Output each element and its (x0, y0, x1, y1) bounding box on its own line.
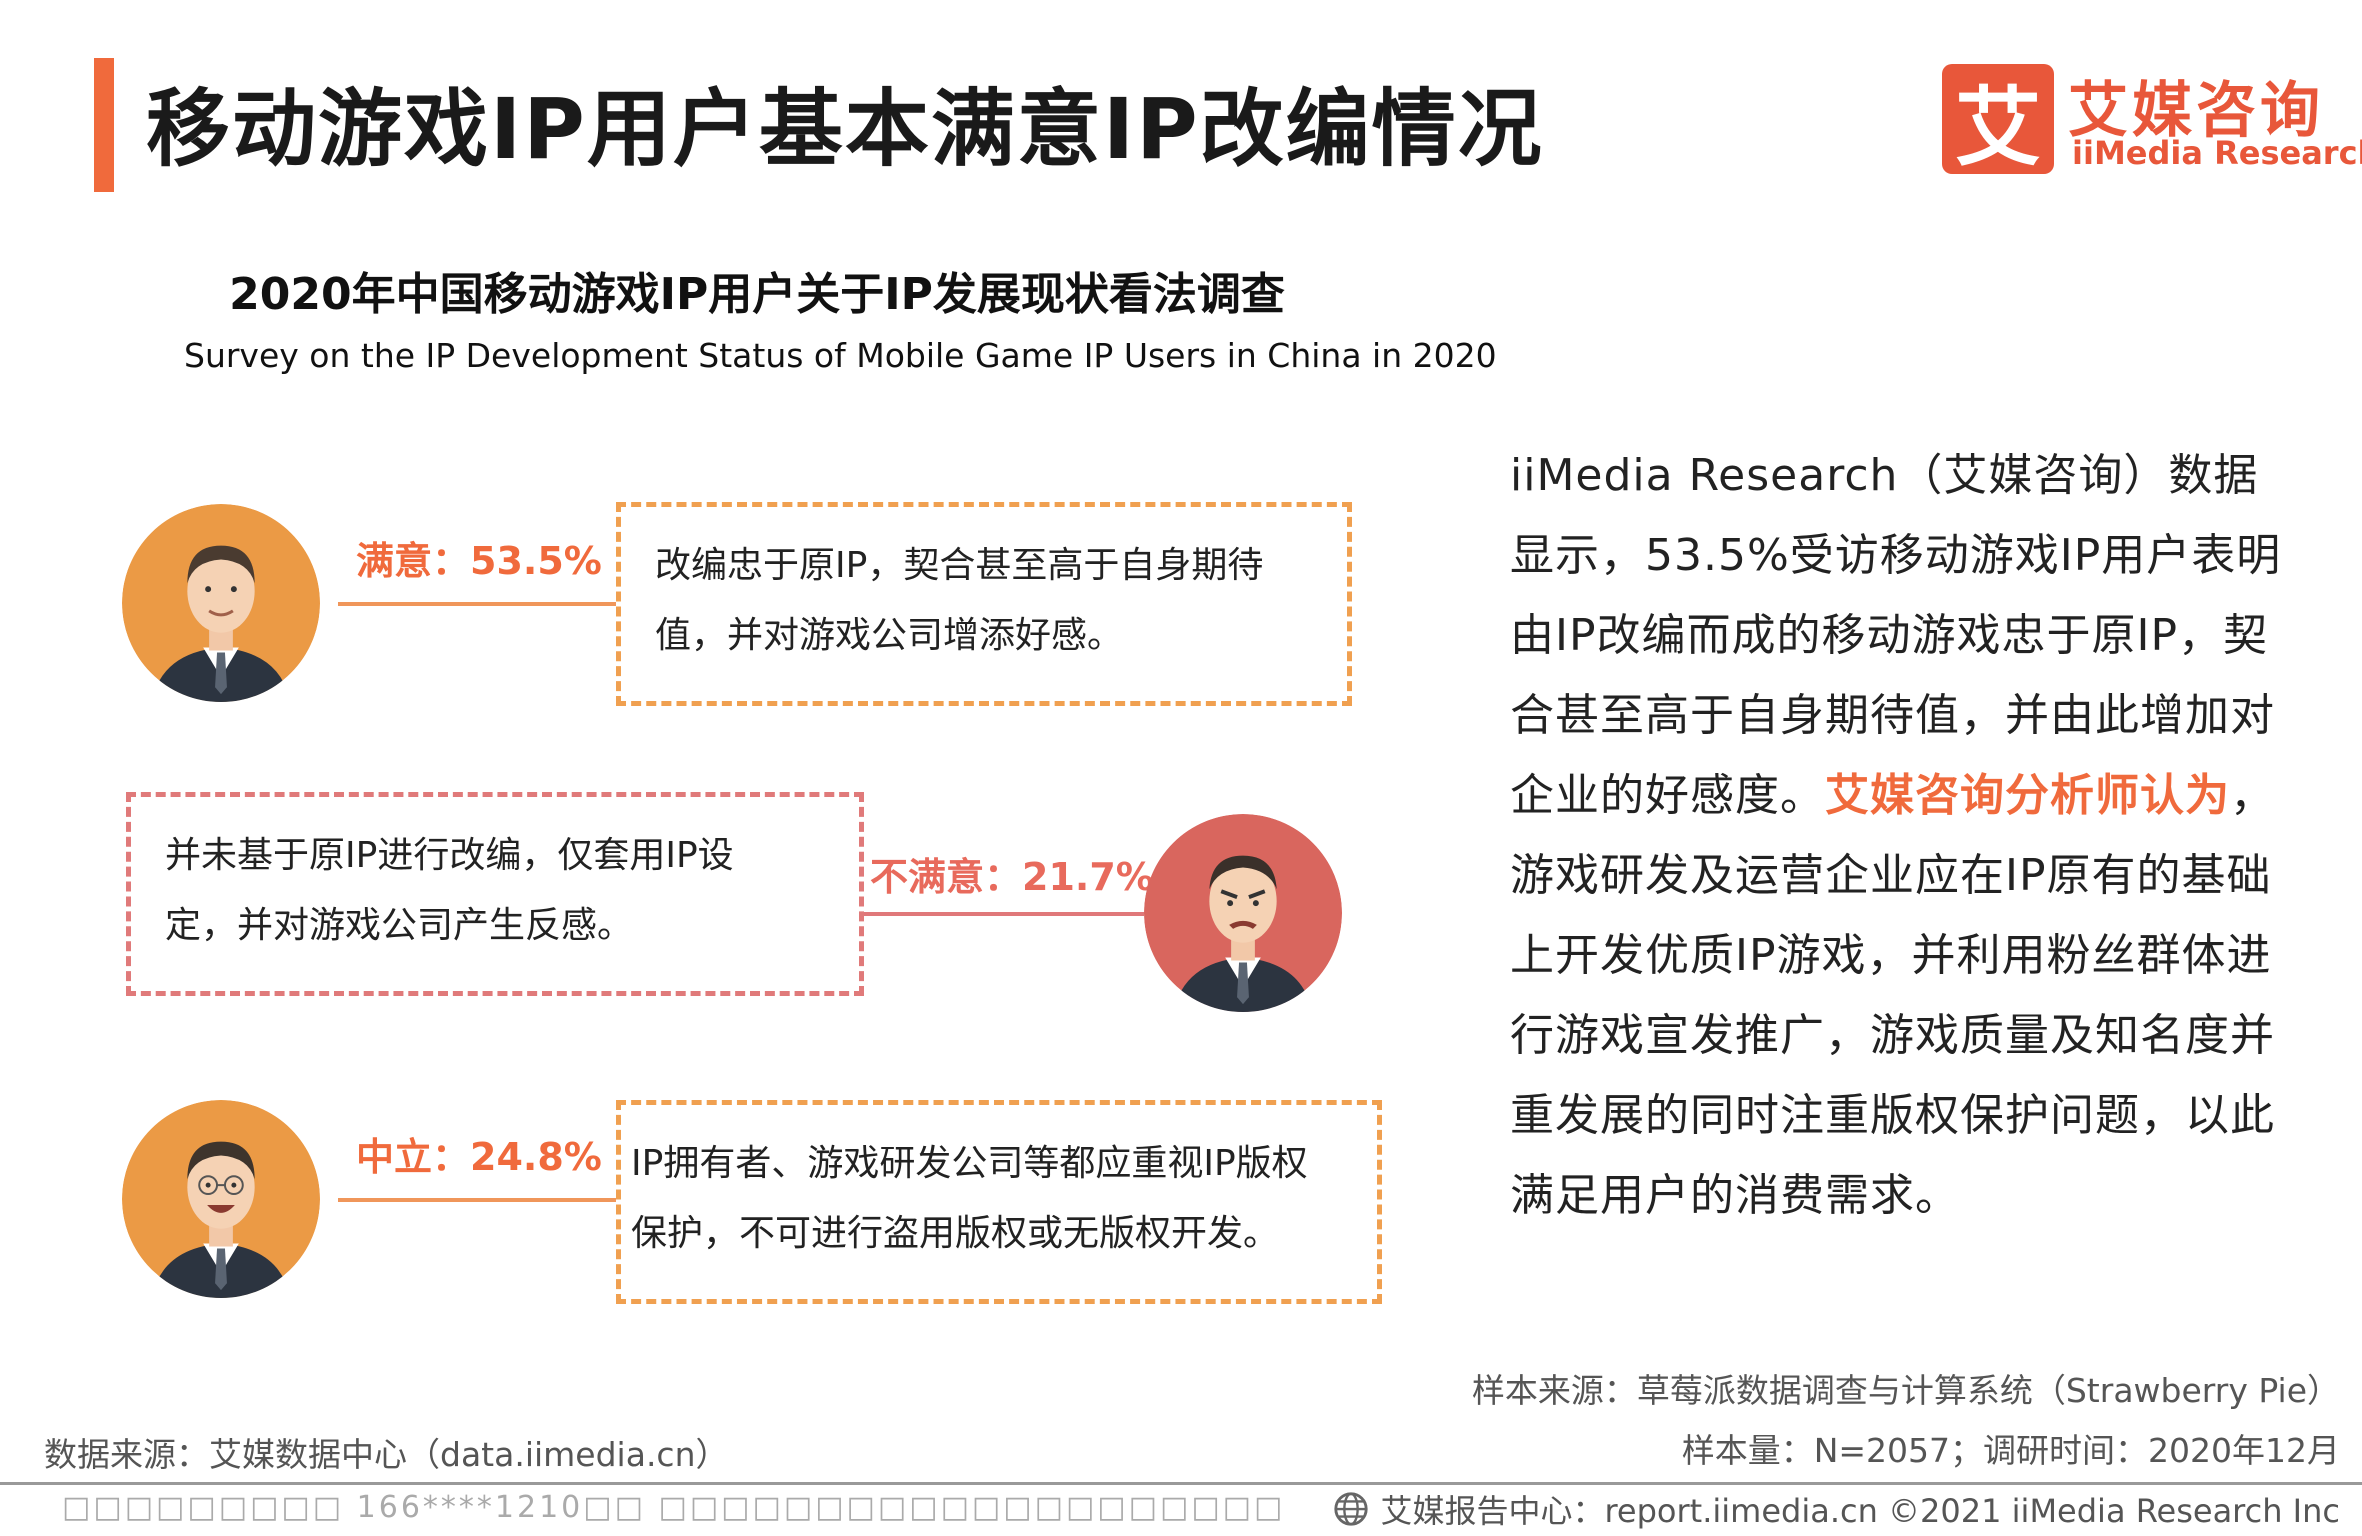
brand-logo: 艾 艾媒咨询 iiMedia Research (1942, 64, 2362, 182)
stat-dissatisfied: 不满意：21.7% (870, 855, 1154, 899)
desc-satisfied-line1: 改编忠于原IP，契合甚至高于自身期待 (655, 545, 1264, 586)
person-satisfied-icon (122, 504, 320, 702)
sample-size: 样本量：N=2057；调研时间：2020年12月 (1681, 1431, 2340, 1470)
sample-source: 样本来源：草莓派数据调查与计算系统（Strawberry Pie） (1471, 1371, 2340, 1410)
person-dissatisfied-icon (1144, 814, 1342, 1012)
desc-dissatisfied-line1: 并未基于原IP进行改编，仅套用IP设 (165, 835, 734, 876)
footer-credit-text: 艾媒报告中心：report.iimedia.cn ©2021 iiMedia R… (1380, 1492, 2340, 1530)
desc-neutral-line1: IP拥有者、游戏研发公司等都应重视IP版权 (631, 1143, 1308, 1184)
desc-dissatisfied-line2: 定，并对游戏公司产生反感。 (165, 905, 634, 946)
avatar-dissatisfied (1144, 814, 1342, 1012)
desc-box-satisfied: 改编忠于原IP，契合甚至高于自身期待 值，并对游戏公司增添好感。 (616, 502, 1352, 706)
chart-subtitle: Survey on the IP Development Status of M… (184, 336, 1497, 375)
person-neutral-icon (122, 1100, 320, 1298)
title-accent-bar (94, 58, 114, 192)
logo-mark: 艾 (1942, 64, 2054, 178)
avatar-neutral (122, 1100, 320, 1298)
desc-neutral-line2: 保护，不可进行盗用版权或无版权开发。 (631, 1213, 1280, 1254)
footer-credit: 艾媒报告中心：report.iimedia.cn ©2021 iiMedia R… (1332, 1486, 2340, 1532)
logo-text-cn: 艾媒咨询 (2068, 76, 2324, 146)
analysis-text-1: iiMedia Research（艾媒咨询）数据显示，53.5%受访移动游戏IP… (1510, 450, 2282, 821)
analysis-paragraph: iiMedia Research（艾媒咨询）数据显示，53.5%受访移动游戏IP… (1510, 436, 2290, 1236)
logo-text-en: iiMedia Research (2072, 134, 2362, 172)
analysis-text-2: ，游戏研发及运营企业应在IP原有的基础上开发优质IP游戏，并利用粉丝群体进行游戏… (1510, 770, 2275, 1221)
connector-line-neutral (338, 1198, 616, 1202)
stat-satisfied: 满意：53.5% (356, 539, 602, 583)
stat-neutral: 中立：24.8% (356, 1135, 602, 1179)
chart-title: 2020年中国移动游戏IP用户关于IP发展现状看法调查 (229, 269, 1285, 320)
connector-line-dissatisfied (864, 912, 1144, 916)
footer-watermark: □□□□□□□□□ 166****1210□□ □□□□□□□□□□□□□□□□… (62, 1490, 1286, 1525)
globe-icon (1334, 1492, 1369, 1526)
connector-line-satisfied (338, 602, 616, 606)
page-title: 移动游戏IP用户基本满意IP改编情况 (146, 80, 1544, 178)
analysis-highlight: 艾媒咨询分析师认为 (1825, 770, 2230, 821)
desc-box-dissatisfied: 并未基于原IP进行改编，仅套用IP设 定，并对游戏公司产生反感。 (126, 792, 864, 996)
footer-divider (0, 1482, 2362, 1485)
desc-satisfied-line2: 值，并对游戏公司增添好感。 (655, 615, 1124, 656)
data-source: 数据来源：艾媒数据中心（data.iimedia.cn） (44, 1435, 729, 1474)
avatar-satisfied (122, 504, 320, 702)
desc-box-neutral: IP拥有者、游戏研发公司等都应重视IP版权 保护，不可进行盗用版权或无版权开发。 (616, 1100, 1382, 1304)
